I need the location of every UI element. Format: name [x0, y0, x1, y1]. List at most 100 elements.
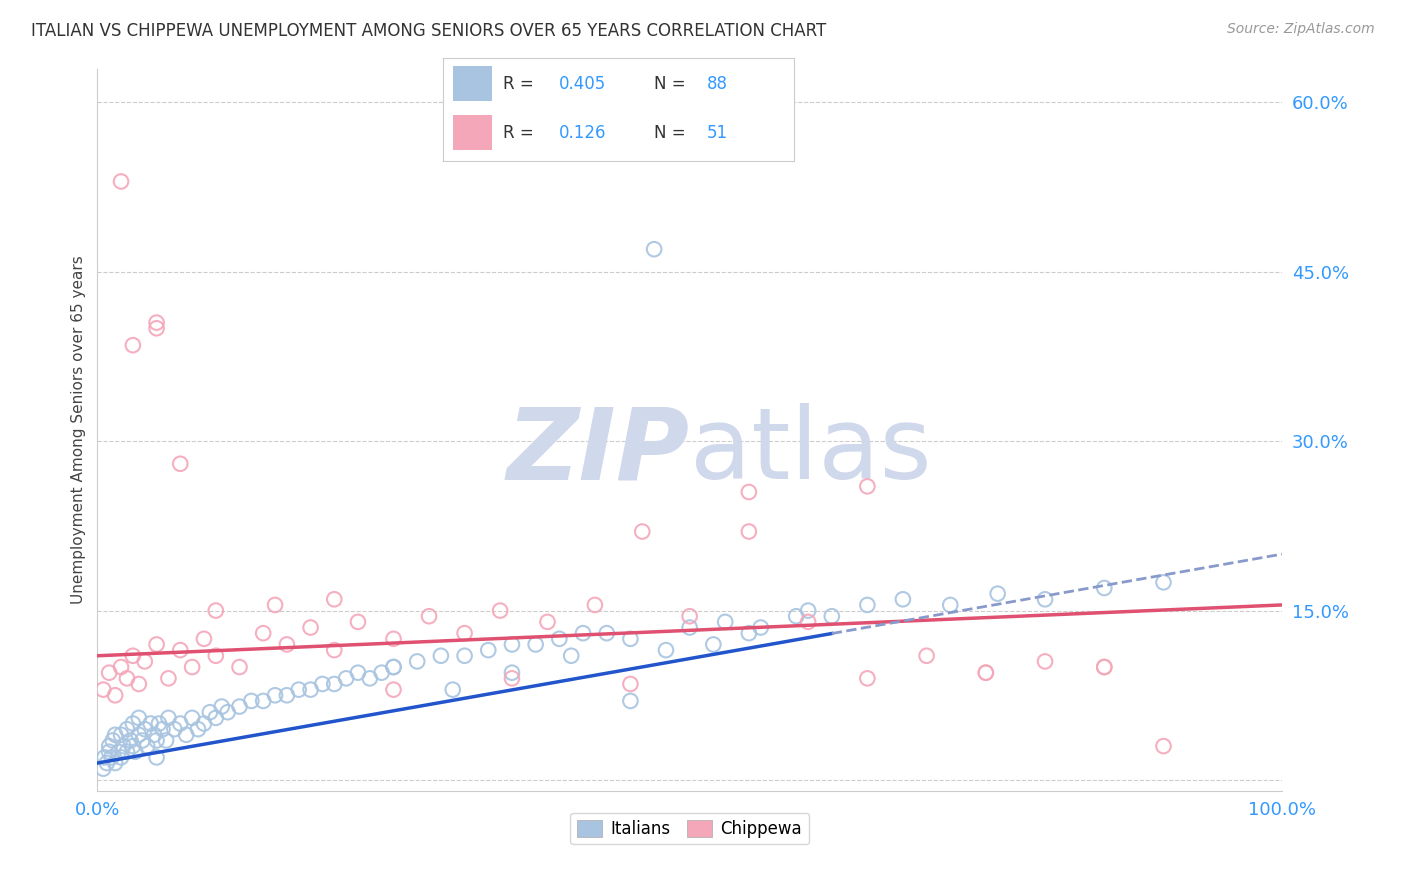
Point — [406, 654, 429, 668]
Point — [181, 660, 204, 674]
Point — [287, 682, 309, 697]
Point — [122, 648, 145, 663]
Point — [323, 643, 346, 657]
Point — [583, 598, 606, 612]
Point — [915, 648, 938, 663]
Text: ZIP: ZIP — [506, 403, 690, 500]
Point — [536, 615, 558, 629]
Point — [169, 643, 191, 657]
Point — [169, 716, 191, 731]
Point — [619, 632, 641, 646]
Point — [228, 660, 250, 674]
Point — [91, 762, 114, 776]
Point — [738, 485, 761, 500]
Point — [174, 728, 197, 742]
Point — [91, 682, 114, 697]
Point — [276, 637, 298, 651]
Point — [107, 745, 129, 759]
Point — [124, 745, 146, 759]
Text: R =: R = — [503, 75, 538, 93]
Text: 0.126: 0.126 — [560, 124, 606, 142]
Point — [211, 699, 233, 714]
Point — [98, 745, 121, 759]
Point — [323, 592, 346, 607]
Point — [120, 733, 142, 747]
Point — [204, 604, 226, 618]
Point — [157, 671, 180, 685]
Bar — [453, 115, 492, 150]
Point — [128, 728, 150, 742]
Point — [453, 648, 475, 663]
Point — [104, 688, 127, 702]
Point — [299, 621, 322, 635]
Point — [134, 722, 156, 736]
Point — [974, 665, 997, 680]
Point — [139, 716, 162, 731]
Text: 0.405: 0.405 — [560, 75, 606, 93]
Point — [193, 632, 215, 646]
Point — [252, 694, 274, 708]
Point — [631, 524, 654, 539]
Point — [228, 699, 250, 714]
Bar — [453, 66, 492, 101]
Point — [370, 665, 392, 680]
Point — [252, 626, 274, 640]
Point — [441, 682, 464, 697]
Point — [136, 739, 159, 753]
Point — [821, 609, 844, 624]
Point — [382, 632, 405, 646]
Point — [382, 660, 405, 674]
Point — [96, 756, 118, 770]
Point — [1153, 739, 1175, 753]
Point — [145, 321, 167, 335]
Point — [418, 609, 440, 624]
Point — [104, 728, 127, 742]
Point — [155, 733, 177, 747]
Text: Source: ZipAtlas.com: Source: ZipAtlas.com — [1227, 22, 1375, 37]
Point — [347, 665, 370, 680]
Point — [115, 722, 138, 736]
Text: ITALIAN VS CHIPPEWA UNEMPLOYMENT AMONG SENIORS OVER 65 YEARS CORRELATION CHART: ITALIAN VS CHIPPEWA UNEMPLOYMENT AMONG S… — [31, 22, 827, 40]
Point — [347, 615, 370, 629]
Point — [891, 592, 914, 607]
Point — [128, 677, 150, 691]
Point — [335, 671, 357, 685]
Point — [856, 479, 879, 493]
Point — [323, 677, 346, 691]
Point — [596, 626, 619, 640]
Point — [148, 716, 170, 731]
Point — [702, 637, 724, 651]
Text: 51: 51 — [706, 124, 728, 142]
Point — [489, 604, 512, 618]
Point — [115, 745, 138, 759]
Point — [110, 728, 132, 742]
Point — [987, 587, 1010, 601]
Point — [619, 694, 641, 708]
Point — [738, 626, 761, 640]
Point — [98, 665, 121, 680]
Point — [548, 632, 571, 646]
Point — [128, 711, 150, 725]
Point — [193, 716, 215, 731]
Point — [359, 671, 381, 685]
Point — [152, 722, 174, 736]
Point — [501, 671, 523, 685]
Point — [181, 711, 204, 725]
Point — [145, 316, 167, 330]
Text: N =: N = — [654, 124, 690, 142]
Point — [204, 648, 226, 663]
Point — [115, 671, 138, 685]
Point — [501, 637, 523, 651]
Point — [157, 711, 180, 725]
Point — [169, 457, 191, 471]
Point — [204, 711, 226, 725]
Point — [856, 598, 879, 612]
Point — [643, 242, 665, 256]
Point — [264, 598, 287, 612]
Point — [939, 598, 962, 612]
Point — [797, 604, 820, 618]
Text: atlas: atlas — [690, 403, 931, 500]
Point — [524, 637, 547, 651]
Point — [143, 728, 166, 742]
Point — [501, 665, 523, 680]
